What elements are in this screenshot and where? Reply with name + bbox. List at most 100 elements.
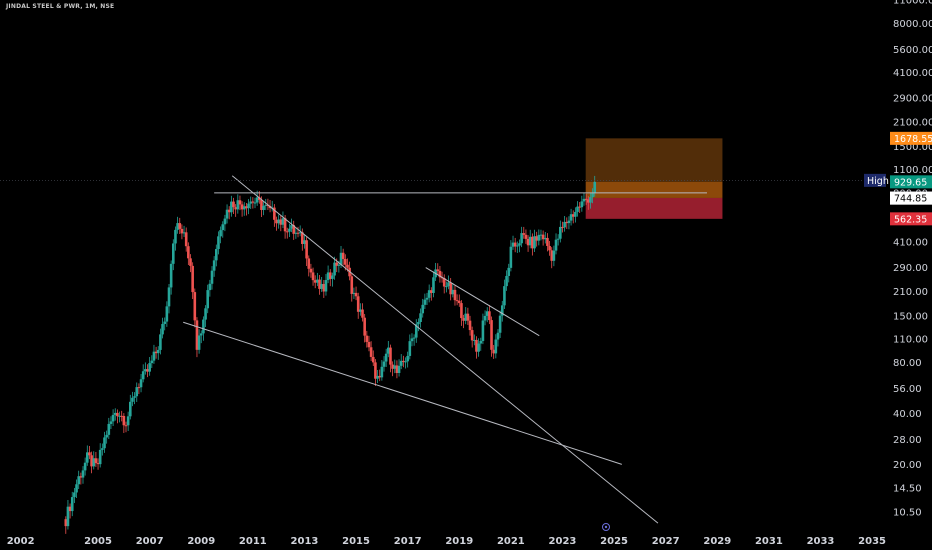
high-label: High <box>867 176 889 187</box>
trend-line[interactable] <box>425 267 540 337</box>
candle <box>365 335 369 342</box>
candle <box>464 313 468 321</box>
candle <box>412 337 416 339</box>
candle <box>447 282 450 287</box>
candle <box>408 341 412 356</box>
candle <box>556 238 560 240</box>
candle <box>363 317 366 336</box>
candle <box>141 371 145 380</box>
candle <box>344 258 347 265</box>
candle <box>535 236 538 241</box>
candle <box>103 437 106 449</box>
candle <box>178 223 182 229</box>
price-badge <box>890 131 932 145</box>
candle <box>285 231 289 233</box>
y-tick-label: 20.00 <box>893 460 922 471</box>
candle <box>311 272 315 281</box>
candle <box>341 252 345 259</box>
candle <box>468 320 472 331</box>
y-tick-label: 40.00 <box>893 409 922 420</box>
x-tick-label: 2005 <box>84 536 112 547</box>
goto-realtime-icon[interactable] <box>602 523 610 531</box>
candle <box>174 229 177 244</box>
candle <box>520 233 523 244</box>
candle <box>384 353 388 362</box>
candle <box>477 343 480 352</box>
candle <box>516 245 519 247</box>
candle <box>90 455 93 467</box>
candle <box>541 234 545 240</box>
price-badge <box>890 212 932 226</box>
x-tick-label: 2031 <box>755 536 783 547</box>
candle <box>70 497 74 512</box>
candle <box>488 311 491 321</box>
trend-lines[interactable] <box>0 175 885 524</box>
candle <box>154 351 158 354</box>
candle <box>337 264 341 266</box>
candle <box>94 458 98 464</box>
time-axis[interactable]: 2002 2005 2007 2009 2011 2013 2015 2017 2019 2021… <box>7 536 886 547</box>
candle <box>249 201 253 204</box>
candle <box>215 249 218 261</box>
candle <box>518 243 521 246</box>
candle <box>565 221 569 224</box>
x-tick-label: 2002 <box>7 536 35 547</box>
candle <box>455 300 459 302</box>
risk-reward-zones <box>585 138 723 219</box>
candle <box>571 214 575 217</box>
candles <box>64 175 597 534</box>
candle <box>182 232 186 234</box>
candle <box>176 223 179 230</box>
candle <box>470 330 474 341</box>
candle <box>318 279 321 289</box>
candle <box>513 242 517 247</box>
candle <box>417 322 420 325</box>
candle <box>111 414 115 422</box>
y-tick-label: 150.00 <box>893 312 928 323</box>
candle <box>133 396 136 398</box>
candle <box>101 448 104 450</box>
candle <box>460 303 463 319</box>
candle <box>219 230 222 237</box>
candle <box>548 245 551 251</box>
x-tick-label: 2015 <box>342 536 370 547</box>
candle <box>537 234 541 241</box>
candle <box>189 258 192 266</box>
candle <box>187 246 190 259</box>
candle <box>260 199 263 210</box>
candle <box>264 204 268 206</box>
candle <box>546 237 549 246</box>
candle <box>399 360 403 366</box>
candle <box>77 476 80 485</box>
chart-title: JINDAL STEEL & PWR, 1M, NSE <box>5 3 114 10</box>
y-tick-label: 2100.00 <box>893 117 932 128</box>
candle <box>382 361 386 367</box>
candle <box>485 311 489 316</box>
candle <box>449 282 452 295</box>
candle <box>96 463 100 465</box>
trend-line[interactable] <box>231 175 659 524</box>
x-tick-label: 2013 <box>291 536 319 547</box>
candle <box>122 415 126 426</box>
candle <box>313 280 317 283</box>
candle <box>135 387 139 397</box>
candle <box>247 203 250 209</box>
candle <box>582 198 586 202</box>
candle <box>73 492 76 498</box>
candle <box>466 313 470 321</box>
price-axis[interactable]: 11000.00 8000.00 5600.00 4100.00 2900.00 2100… <box>893 0 932 518</box>
candle <box>569 214 573 221</box>
candle <box>475 339 478 352</box>
candle <box>150 360 154 364</box>
candle <box>199 333 203 336</box>
candle <box>410 338 414 342</box>
candle <box>451 289 455 295</box>
candle <box>528 236 532 246</box>
trend-line[interactable] <box>183 321 622 465</box>
candle <box>423 299 427 305</box>
zone-entry-band <box>585 181 723 198</box>
candle <box>580 201 584 208</box>
candle <box>275 219 278 224</box>
candle <box>232 201 235 208</box>
